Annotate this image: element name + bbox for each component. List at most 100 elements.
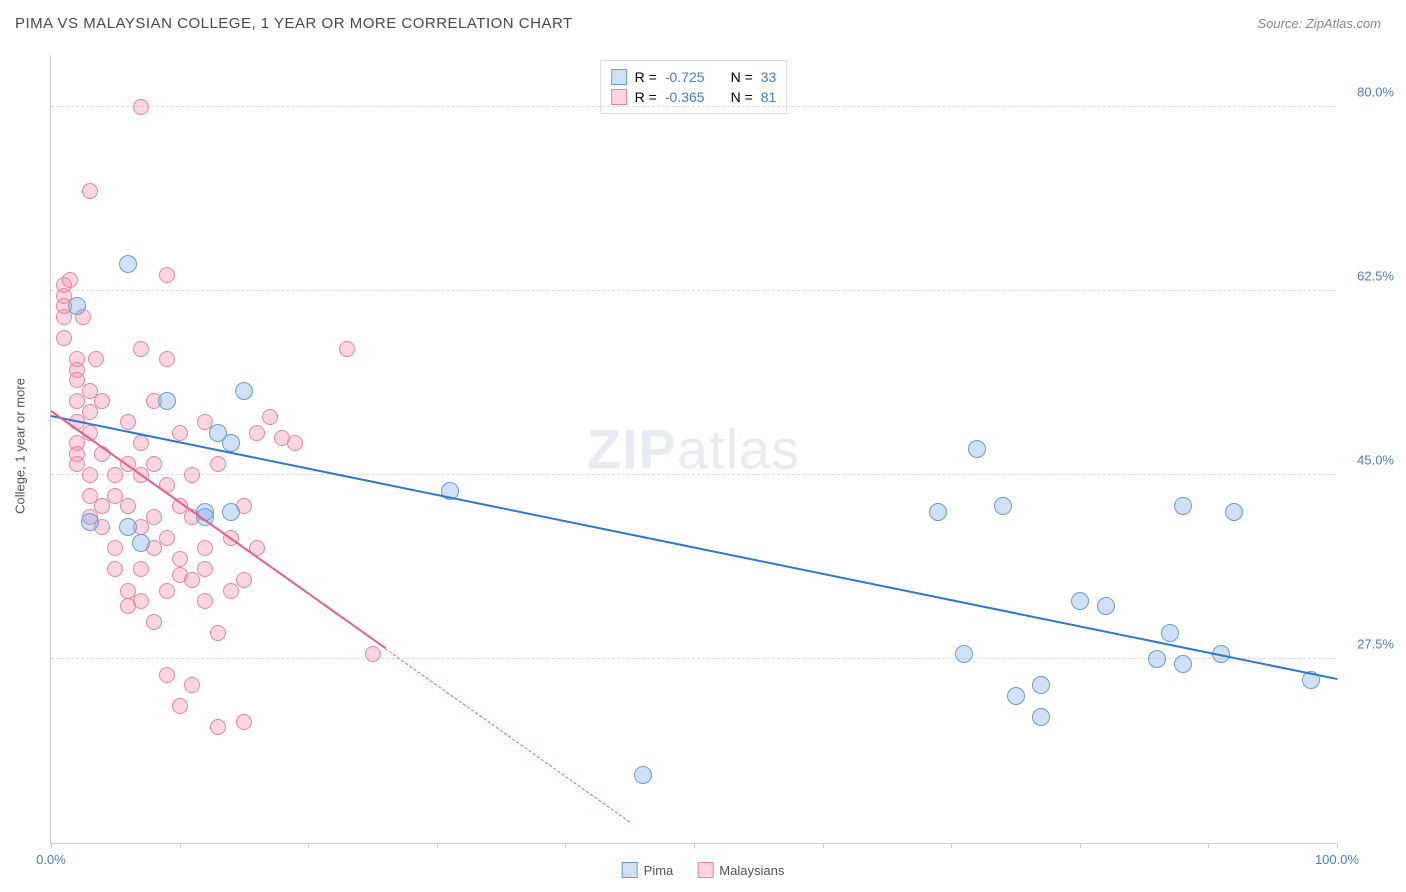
point-malaysians <box>172 425 188 441</box>
point-malaysians <box>236 714 252 730</box>
stats-r-label: R = <box>635 69 657 85</box>
point-malaysians <box>197 540 213 556</box>
x-tick-mark <box>180 843 181 848</box>
point-pima <box>1032 708 1050 726</box>
gridline <box>51 474 1336 475</box>
stats-n-a: 33 <box>761 69 777 85</box>
point-malaysians <box>159 667 175 683</box>
point-malaysians <box>146 614 162 630</box>
point-malaysians <box>82 183 98 199</box>
point-malaysians <box>120 414 136 430</box>
point-pima <box>1148 650 1166 668</box>
point-malaysians <box>133 593 149 609</box>
point-pima <box>1225 503 1243 521</box>
gridline <box>51 658 1336 659</box>
point-malaysians <box>249 425 265 441</box>
point-malaysians <box>287 435 303 451</box>
point-malaysians <box>339 341 355 357</box>
point-malaysians <box>56 330 72 346</box>
point-malaysians <box>88 351 104 367</box>
point-malaysians <box>133 435 149 451</box>
legend-item-a: Pima <box>622 862 674 878</box>
stats-n-b: 81 <box>761 89 777 105</box>
point-pima <box>1097 597 1115 615</box>
legend-label-a: Pima <box>644 863 674 878</box>
y-tick-label: 45.0% <box>1357 452 1394 467</box>
point-pima <box>222 503 240 521</box>
point-malaysians <box>262 409 278 425</box>
point-malaysians <box>184 467 200 483</box>
point-malaysians <box>159 530 175 546</box>
legend-swatch-a <box>622 862 638 878</box>
point-malaysians <box>133 341 149 357</box>
y-tick-label: 62.5% <box>1357 268 1394 283</box>
point-malaysians <box>197 593 213 609</box>
stats-row-b: R = -0.365 N = 81 <box>611 87 777 107</box>
x-tick-mark <box>1208 843 1209 848</box>
point-pima <box>968 440 986 458</box>
point-malaysians <box>146 456 162 472</box>
watermark: ZIPatlas <box>587 417 800 482</box>
point-malaysians <box>236 572 252 588</box>
x-tick-label: 0.0% <box>36 852 66 867</box>
point-pima <box>68 297 86 315</box>
point-malaysians <box>107 561 123 577</box>
stats-row-a: R = -0.725 N = 33 <box>611 67 777 87</box>
point-malaysians <box>82 467 98 483</box>
point-pima <box>1161 624 1179 642</box>
point-malaysians <box>197 561 213 577</box>
swatch-b <box>611 89 627 105</box>
x-tick-mark <box>1080 843 1081 848</box>
point-malaysians <box>107 540 123 556</box>
point-malaysians <box>210 456 226 472</box>
point-pima <box>132 534 150 552</box>
point-malaysians <box>133 561 149 577</box>
point-malaysians <box>62 272 78 288</box>
point-pima <box>81 513 99 531</box>
point-malaysians <box>94 393 110 409</box>
y-tick-label: 80.0% <box>1357 84 1394 99</box>
point-malaysians <box>120 498 136 514</box>
point-malaysians <box>172 698 188 714</box>
point-pima <box>119 518 137 536</box>
point-malaysians <box>172 551 188 567</box>
point-pima <box>634 766 652 784</box>
source-label: Source: ZipAtlas.com <box>1257 16 1381 31</box>
gridline <box>51 106 1336 107</box>
point-pima <box>1032 676 1050 694</box>
point-malaysians <box>365 646 381 662</box>
y-tick-label: 27.5% <box>1357 636 1394 651</box>
x-tick-mark <box>1337 843 1338 848</box>
x-tick-mark <box>308 843 309 848</box>
point-pima <box>158 392 176 410</box>
x-tick-mark <box>51 843 52 848</box>
point-pima <box>196 503 214 521</box>
y-axis-label: College, 1 year or more <box>13 378 28 514</box>
point-pima <box>119 255 137 273</box>
point-pima <box>1174 497 1192 515</box>
chart-title: PIMA VS MALAYSIAN COLLEGE, 1 YEAR OR MOR… <box>15 15 573 32</box>
point-malaysians <box>184 677 200 693</box>
trendline-malaysians-dashed <box>385 648 630 822</box>
point-malaysians <box>210 719 226 735</box>
legend-label-b: Malaysians <box>719 863 784 878</box>
x-tick-mark <box>951 843 952 848</box>
x-tick-mark <box>437 843 438 848</box>
point-malaysians <box>210 625 226 641</box>
point-pima <box>1174 655 1192 673</box>
point-pima <box>994 497 1012 515</box>
x-tick-mark <box>694 843 695 848</box>
legend-swatch-b <box>697 862 713 878</box>
point-malaysians <box>146 509 162 525</box>
x-tick-mark <box>565 843 566 848</box>
swatch-a <box>611 69 627 85</box>
point-pima <box>929 503 947 521</box>
point-malaysians <box>159 583 175 599</box>
point-pima <box>235 382 253 400</box>
stats-n-label: N = <box>731 89 753 105</box>
stats-n-label: N = <box>731 69 753 85</box>
point-malaysians <box>133 99 149 115</box>
point-malaysians <box>69 446 85 462</box>
stats-r-a: -0.725 <box>665 69 705 85</box>
stats-r-b: -0.365 <box>665 89 705 105</box>
